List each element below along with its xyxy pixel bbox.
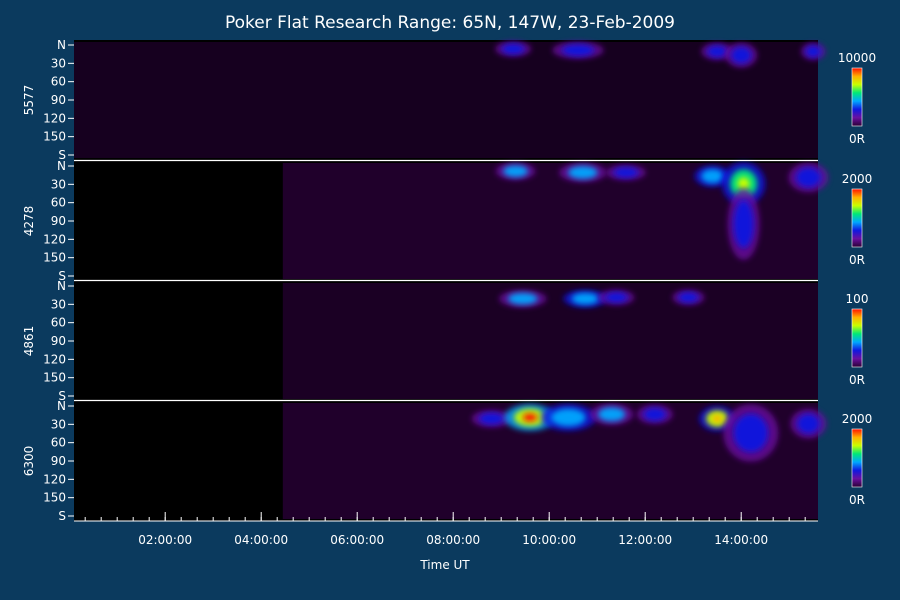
colorbar-max-label: 10000: [838, 51, 876, 65]
x-tick-label: 10:00:00: [522, 533, 576, 547]
x-tick-label: 08:00:00: [426, 533, 480, 547]
colorbar-max-label: 100: [846, 292, 869, 306]
y-tick-label: 30: [51, 417, 66, 431]
emission-patch: [796, 167, 821, 188]
panel-4861: N 30 60 90 120 150 S 4861 100 0R: [22, 279, 868, 403]
emission-patch: [503, 165, 528, 177]
emission-patch: [502, 43, 525, 55]
emission-core: [737, 177, 750, 191]
y-tick-label: 30: [51, 56, 66, 70]
x-tick-label: 12:00:00: [618, 533, 672, 547]
y-tick-label: 120: [43, 352, 66, 366]
x-tick-label: 04:00:00: [234, 533, 288, 547]
emission-core: [522, 413, 538, 422]
y-tick-label: 60: [51, 436, 66, 450]
data-region: [74, 42, 818, 158]
emission-patch: [733, 413, 768, 453]
y-tick-label: 150: [43, 251, 66, 265]
wavelength-label: 4278: [22, 206, 36, 237]
emission-patch: [508, 292, 538, 305]
y-tick-label: 60: [51, 75, 66, 89]
y-tick-label: 120: [43, 472, 66, 486]
emission-patch: [479, 412, 504, 425]
emission-patch: [568, 166, 598, 179]
colorbar-min-label: 0R: [849, 493, 865, 507]
panel-6300: N 30 60 90 120 150 S 6300 2000 0R: [22, 399, 872, 523]
y-tick-label: 90: [51, 454, 66, 468]
wavelength-label: 5577: [22, 85, 36, 116]
emission-patch: [707, 45, 728, 58]
x-tick-label: 02:00:00: [138, 533, 192, 547]
emission-patch: [678, 292, 699, 303]
emission-patch: [605, 292, 628, 303]
y-tick-label: N: [57, 399, 66, 413]
emission-patch: [733, 200, 754, 248]
y-tick-label: S: [58, 269, 66, 283]
y-tick-label: 150: [43, 130, 66, 144]
y-tick-label: 30: [51, 177, 66, 191]
emission-patch: [598, 407, 626, 422]
emission-patch: [571, 292, 599, 305]
y-tick-label: 60: [51, 316, 66, 330]
colorbar: [851, 188, 863, 248]
data-region: [282, 283, 818, 399]
y-tick-label: N: [57, 279, 66, 293]
colorbar: [851, 67, 863, 127]
x-tick-label: 06:00:00: [330, 533, 384, 547]
colorbar: [851, 428, 863, 488]
colorbar-min-label: 0R: [849, 373, 865, 387]
y-tick-label: 90: [51, 93, 66, 107]
y-tick-label: N: [57, 159, 66, 173]
emission-patch: [797, 413, 820, 434]
colorbar: [851, 308, 863, 368]
colorbar-max-label: 2000: [842, 172, 873, 186]
emission-patch: [551, 408, 586, 427]
y-tick-label: 30: [51, 297, 66, 311]
colorbar-min-label: 0R: [849, 132, 865, 146]
y-tick-label: 90: [51, 214, 66, 228]
emission-patch: [613, 167, 639, 178]
panel-5577: N 30 60 90 120 150 S 5577 10000 0R: [22, 38, 876, 162]
emission-patch: [562, 44, 594, 56]
y-tick-label: 120: [43, 232, 66, 246]
emission-core: [712, 414, 723, 423]
emission-patch: [731, 46, 752, 64]
y-tick-label: S: [58, 509, 66, 523]
panel-4278: N 30 60 90 120 150 S 4278 2000 0R: [22, 159, 872, 283]
emission-patch: [805, 45, 821, 58]
x-axis-label: Time UT: [419, 558, 470, 572]
y-tick-label: 150: [43, 491, 66, 505]
x-tick-label: 14:00:00: [714, 533, 768, 547]
wavelength-label: 6300: [22, 446, 36, 477]
colorbar-min-label: 0R: [849, 253, 865, 267]
wavelength-label: 4861: [22, 326, 36, 357]
y-tick-label: 150: [43, 371, 66, 385]
y-tick-label: S: [58, 148, 66, 162]
y-tick-label: 60: [51, 196, 66, 210]
emission-patch: [701, 169, 724, 184]
chart-title: Poker Flat Research Range: 65N, 147W, 23…: [225, 13, 675, 33]
colorbar-max-label: 2000: [842, 412, 873, 426]
y-tick-label: 120: [43, 111, 66, 125]
y-tick-label: 90: [51, 334, 66, 348]
y-tick-label: S: [58, 389, 66, 403]
emission-patch: [643, 407, 666, 421]
y-tick-label: N: [57, 38, 66, 52]
